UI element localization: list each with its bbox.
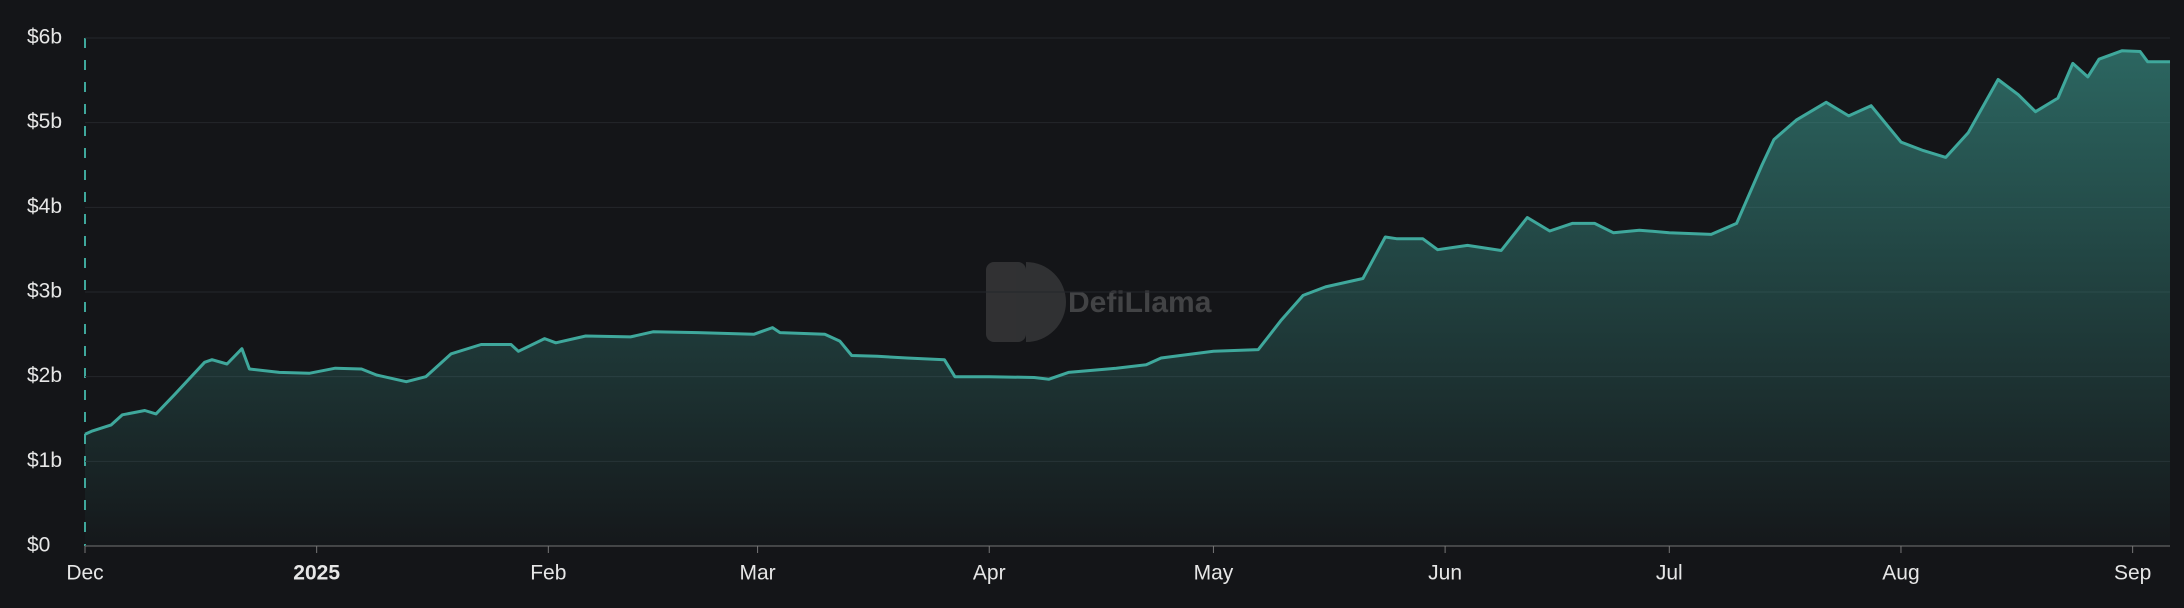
y-tick-label: $4b bbox=[27, 195, 62, 218]
x-tick-label: Jul bbox=[1656, 562, 1683, 585]
y-tick-label: $1b bbox=[27, 449, 62, 472]
x-tick-label: Mar bbox=[739, 562, 775, 585]
x-tick-label: Jun bbox=[1428, 562, 1462, 585]
x-tick-label: Sep bbox=[2114, 562, 2151, 585]
x-tick-label: Dec bbox=[66, 562, 103, 585]
y-tick-label: $3b bbox=[27, 280, 62, 303]
watermark: DefiLlama bbox=[986, 262, 1212, 342]
watermark-logo bbox=[986, 262, 1026, 342]
y-tick-label: $2b bbox=[27, 364, 62, 387]
watermark-logo-curve bbox=[1026, 262, 1066, 342]
area bbox=[85, 50, 2170, 546]
x-tick-label: Feb bbox=[530, 562, 566, 585]
line bbox=[84, 49, 2170, 436]
x-tick-label: 2025 bbox=[293, 562, 340, 585]
x-tick-label: Aug bbox=[1882, 562, 1919, 585]
x-tick-label: Apr bbox=[973, 562, 1006, 585]
y-tick-label: $6b bbox=[27, 26, 62, 49]
y-tick-label: $5b bbox=[27, 110, 62, 133]
x-tick-label: May bbox=[1194, 562, 1234, 585]
y-tick-label: $0 bbox=[27, 534, 50, 557]
watermark-text: DefiLlama bbox=[1068, 286, 1212, 319]
